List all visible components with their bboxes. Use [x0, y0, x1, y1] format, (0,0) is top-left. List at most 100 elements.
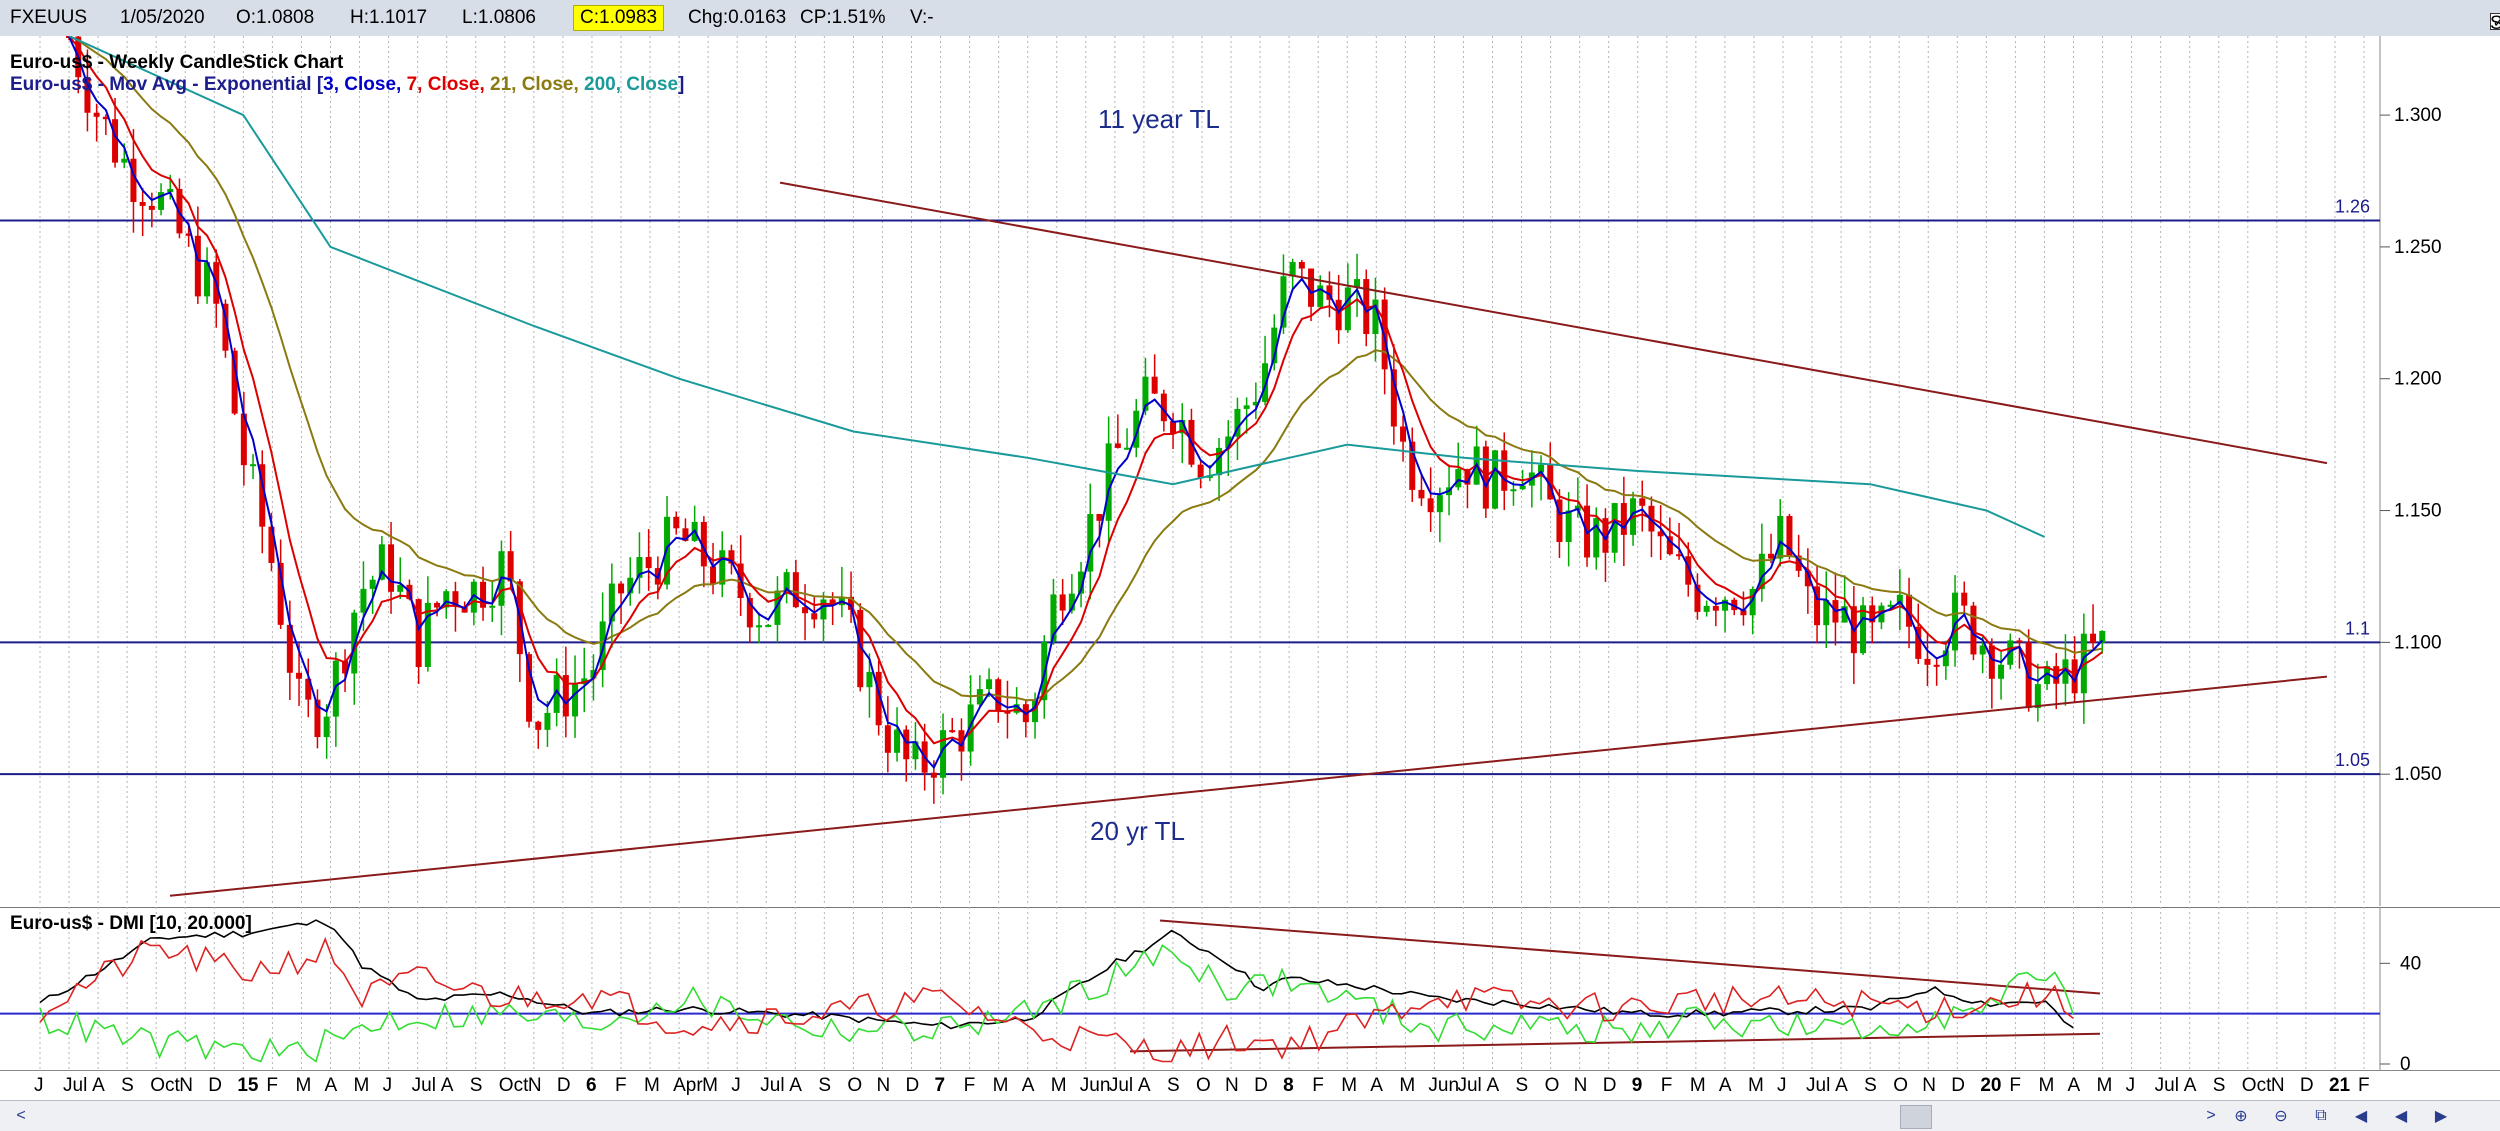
candle-body: [369, 579, 376, 589]
candle-body: [1768, 553, 1775, 559]
candle-body: [489, 605, 496, 608]
time-axis-label: O: [1544, 1075, 1560, 1096]
zoom-out-icon[interactable]: ⊖: [2274, 1108, 2288, 1125]
time-axis-label: A: [2183, 1075, 2197, 1096]
candle-body: [121, 158, 128, 163]
candle-body: [829, 599, 836, 606]
time-axis-label: N: [1922, 1075, 1936, 1096]
candle-body: [1887, 604, 1894, 607]
time-axis-label: Jul: [63, 1075, 88, 1096]
candle-body: [1372, 299, 1379, 335]
candle-body: [1427, 498, 1434, 513]
candle-body: [1418, 489, 1425, 499]
candle-body: [1087, 514, 1094, 572]
back-icon[interactable]: ◀: [2394, 1108, 2408, 1125]
candle-body: [1344, 287, 1351, 331]
candle-body: [1786, 515, 1793, 556]
candle-body: [507, 551, 514, 582]
ma-legend-prefix: Euro-us$ - Mov Avg - Exponential [: [10, 74, 324, 95]
ma-legend-suffix: ]: [678, 74, 684, 95]
low-value: L:1.0806: [462, 7, 536, 28]
time-axis-label: A: [1835, 1075, 1848, 1096]
candle-body: [1860, 605, 1867, 654]
time-axis-label: M: [644, 1075, 660, 1096]
candle-body: [1326, 285, 1333, 300]
time-axis-label: Jul: [1806, 1075, 1831, 1096]
price-chart[interactable]: 1.300 1.250 1.200 1.150 1.100 1.050 1.26 1.1 1.0…: [0, 36, 2500, 906]
fit-icon[interactable]: ⧉: [2315, 1107, 2327, 1124]
show-last-label: Show Last: [2490, 13, 2500, 34]
candle-body: [443, 591, 450, 608]
chart-scrollbar[interactable]: < > ⊕ ⊖ ⧉ ◀ ◀ ▶: [0, 1100, 2500, 1131]
scroll-left-button[interactable]: <: [16, 1107, 26, 1124]
candle-body: [415, 599, 422, 668]
time-axis-label: Jul: [760, 1075, 785, 1096]
symbol-label: FXEUUS: [10, 7, 88, 28]
time-axis-label: N: [527, 1075, 542, 1096]
candle-body: [1841, 606, 1848, 623]
candle-body: [746, 598, 753, 628]
candle-body: [728, 550, 735, 564]
candle-body: [286, 624, 293, 673]
candle-body: [102, 116, 109, 120]
checkbox-checked-icon[interactable]: ✓: [2490, 13, 2500, 30]
candle-body: [1988, 645, 1995, 679]
change-pct-value: CP:1.51%: [800, 7, 886, 28]
price-axis-label: 1.100: [2394, 632, 2442, 653]
candle-body: [930, 772, 937, 778]
time-axis-label: A: [789, 1075, 802, 1096]
lower-trendline-label: 20 yr TL: [1090, 816, 1185, 846]
candle-body: [2016, 640, 2023, 643]
candle-body: [875, 671, 882, 726]
high-value: H:1.1017: [350, 7, 428, 28]
time-axis-label: A: [2067, 1075, 2081, 1096]
candle-body: [2099, 630, 2106, 643]
candle-body: [820, 599, 827, 620]
candle-body: [1814, 586, 1821, 626]
time-axis-label: S: [469, 1075, 483, 1096]
candle-body: [1114, 443, 1121, 448]
time-axis-label: D: [208, 1075, 223, 1096]
dmi-chart[interactable]: 40 0 Euro-us$ - DMI [10, 20.000]: [0, 907, 2500, 1070]
ema200-line: [68, 36, 2045, 538]
candle-body: [645, 557, 652, 569]
candle-body: [1160, 393, 1167, 422]
time-axis: J Jul A S Oct N D 15 F M A M J Jul A S Oct N D 6 F M Apr M J Jul A…: [0, 1070, 2500, 1101]
time-axis-label: F: [2358, 1075, 2370, 1096]
candle-body: [884, 725, 891, 753]
ma-legend-entry: 21, Close,: [490, 74, 584, 95]
scrollbar-thumb[interactable]: [1900, 1105, 1932, 1129]
candle-body: [1676, 554, 1683, 557]
candle-body: [1593, 518, 1600, 558]
candle-body: [250, 464, 257, 467]
candle-body: [388, 544, 395, 592]
scroll-right-button[interactable]: >: [2206, 1107, 2216, 1124]
ema7-line: [68, 36, 2103, 745]
time-axis-label: S: [1166, 1075, 1180, 1096]
time-axis-label: Jun: [1428, 1075, 1460, 1096]
step-back-icon[interactable]: ◀: [2354, 1108, 2368, 1125]
candle-body: [802, 607, 809, 614]
candle-body: [268, 526, 275, 563]
candle-body: [912, 741, 919, 760]
candle-body: [608, 583, 615, 622]
zoom-in-icon[interactable]: ⊕: [2234, 1108, 2248, 1125]
candle-body: [1059, 594, 1066, 611]
candle-body: [811, 613, 818, 620]
candle-body: [1924, 658, 1931, 665]
candle-body: [1464, 469, 1471, 485]
time-axis-label: S: [1864, 1075, 1877, 1096]
forward-icon[interactable]: ▶: [2434, 1108, 2448, 1125]
candle-body: [1657, 531, 1664, 537]
candle-body: [572, 684, 579, 717]
close-value: C:1.0983: [573, 5, 665, 31]
time-axis-label: Jul: [411, 1075, 436, 1096]
time-axis-label: F: [963, 1075, 976, 1096]
time-axis-label: 15: [237, 1075, 259, 1096]
candle-body: [1354, 279, 1361, 288]
candle-body: [1703, 605, 1710, 612]
candle-body: [2071, 659, 2078, 694]
candle-body: [461, 606, 468, 613]
time-axis-label: A: [1021, 1075, 1035, 1096]
ema21-line: [68, 36, 2103, 702]
